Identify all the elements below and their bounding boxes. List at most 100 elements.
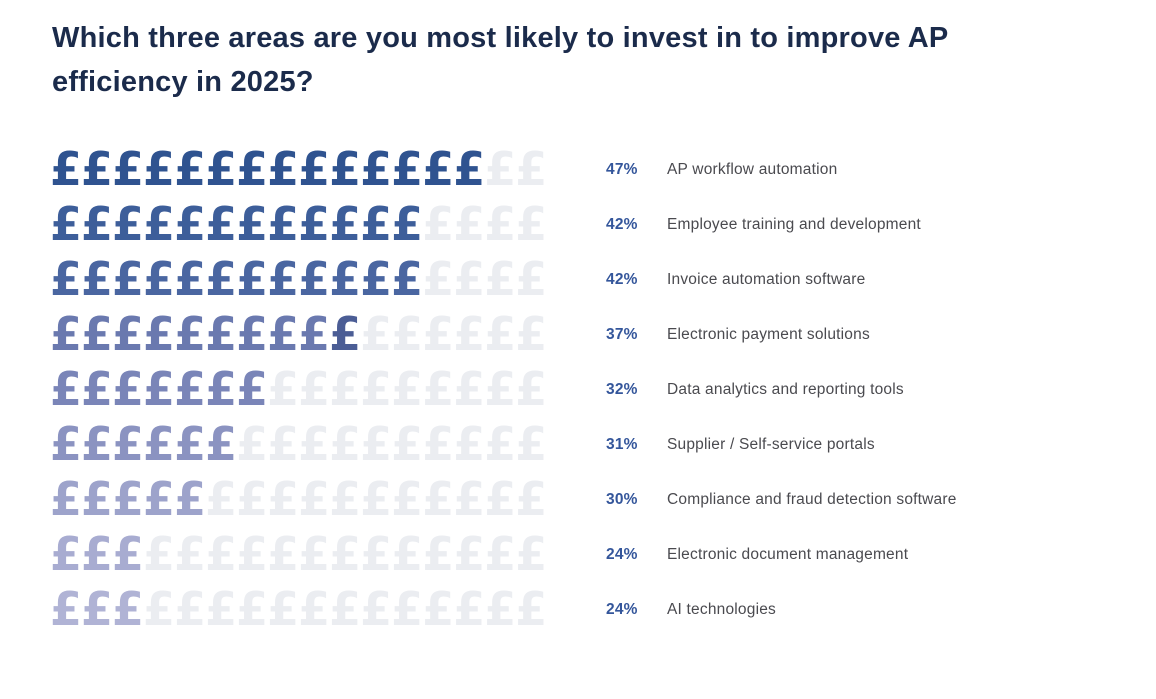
legend-label: AP workflow automation	[667, 160, 838, 178]
chart-legend: 47% AP workflow automation 42% Employee tra…	[606, 142, 1126, 637]
legend-label: Compliance and fraud detection software	[667, 490, 957, 508]
pound-sign-icon: £	[236, 142, 268, 196]
pound-sign-icon: £	[484, 197, 516, 251]
pound-sign-icon: £	[236, 417, 268, 471]
pound-sign-icon: £	[329, 362, 361, 416]
pound-sign-icon: £	[484, 472, 516, 526]
pound-sign-icon: £	[484, 527, 516, 581]
pictogram-row: ££££££££££££££££	[50, 362, 550, 417]
pound-sign-icon: £	[329, 252, 361, 306]
pound-sign-icon: £	[391, 307, 423, 361]
chart-title: Which three areas are you most likely to…	[52, 16, 1112, 104]
pound-sign-icon: £	[50, 527, 82, 581]
pound-sign-icon: £	[329, 582, 361, 636]
pound-sign-icon: £	[205, 252, 237, 306]
legend-percent: 42%	[606, 270, 638, 288]
pound-sign-icon: £	[236, 307, 268, 361]
pound-sign-icon: £	[50, 582, 82, 636]
pictogram-row: ££££££££££££££££	[50, 252, 550, 307]
pound-sign-icon: £	[515, 142, 547, 196]
pound-sign-icon: £	[174, 252, 206, 306]
pound-sign-icon: £	[112, 197, 144, 251]
pound-sign-icon: £	[50, 362, 82, 416]
pound-sign-icon: £	[391, 527, 423, 581]
pound-sign-icon: £	[484, 252, 516, 306]
pictogram-row: ££££££££££££££££	[50, 582, 550, 637]
pictogram-chart: ££££££££££££££££ ££££££££££££££££ ££££££££…	[50, 142, 550, 637]
pound-sign-icon: £	[112, 362, 144, 416]
pound-sign-icon: £	[174, 307, 206, 361]
pound-sign-icon: £	[329, 527, 361, 581]
pound-sign-icon: £	[422, 307, 454, 361]
pound-sign-icon: £	[174, 472, 206, 526]
pound-sign-icon: £	[298, 362, 330, 416]
pound-sign-icon: £	[267, 142, 299, 196]
pound-sign-icon: £	[143, 417, 175, 471]
pound-sign-icon: £	[112, 307, 144, 361]
pound-sign-icon: £	[422, 472, 454, 526]
chart-title-line-1: Which three areas are you most likely to…	[52, 22, 949, 54]
legend-label: Employee training and development	[667, 215, 921, 233]
pound-sign-icon: £	[329, 472, 361, 526]
pound-sign-icon: £	[81, 197, 113, 251]
pictogram-row: ££££££££££££££££	[50, 472, 550, 527]
pound-sign-icon: £	[174, 417, 206, 471]
pound-sign-icon: £	[422, 527, 454, 581]
pound-sign-icon: £	[112, 142, 144, 196]
pound-sign-icon: £	[174, 362, 206, 416]
pound-sign-icon: £	[267, 307, 299, 361]
legend-row: 30% Compliance and fraud detection softwa…	[606, 472, 1126, 527]
pound-sign-icon: £	[112, 252, 144, 306]
pound-sign-icon: £	[329, 197, 361, 251]
legend-row: 47% AP workflow automation	[606, 142, 1126, 197]
legend-label: Invoice automation software	[667, 270, 866, 288]
legend-row: 32% Data analytics and reporting tools	[606, 362, 1126, 417]
pound-sign-icon: £	[453, 362, 485, 416]
pound-sign-icon: £	[360, 252, 392, 306]
pound-sign-icon: £	[453, 307, 485, 361]
legend-label: Electronic payment solutions	[667, 325, 870, 343]
pound-sign-icon: £	[422, 197, 454, 251]
pound-sign-icon: £	[329, 307, 361, 361]
pound-sign-icon: £	[205, 142, 237, 196]
pound-sign-icon: £	[484, 142, 516, 196]
pound-sign-icon: £	[112, 417, 144, 471]
pound-sign-icon: £	[422, 582, 454, 636]
pound-sign-icon: £	[484, 582, 516, 636]
pound-sign-icon: £	[143, 362, 175, 416]
pound-sign-icon: £	[329, 142, 361, 196]
pound-sign-icon: £	[298, 197, 330, 251]
pound-sign-icon: £	[81, 472, 113, 526]
pound-sign-icon: £	[112, 582, 144, 636]
pound-sign-icon: £	[174, 142, 206, 196]
pound-sign-icon: £	[484, 417, 516, 471]
pound-sign-icon: £	[391, 417, 423, 471]
pound-sign-icon: £	[515, 417, 547, 471]
pound-sign-icon: £	[329, 417, 361, 471]
pound-sign-icon: £	[112, 527, 144, 581]
legend-row: 42% Employee training and development	[606, 197, 1126, 252]
pictogram-row: ££££££££££££££££	[50, 197, 550, 252]
pound-sign-icon: £	[453, 527, 485, 581]
legend-label: Supplier / Self-service portals	[667, 435, 875, 453]
pound-sign-icon: £	[453, 197, 485, 251]
pictogram-row: ££££££££££££££££	[50, 307, 550, 362]
pound-sign-icon: £	[360, 142, 392, 196]
pound-sign-icon: £	[81, 362, 113, 416]
pound-sign-icon: £	[298, 417, 330, 471]
pound-sign-icon: £	[50, 307, 82, 361]
chart-title-line-2: efficiency in 2025?	[52, 66, 314, 98]
pound-sign-icon: £	[515, 197, 547, 251]
legend-row: 24% Electronic document management	[606, 527, 1126, 582]
pound-sign-icon: £	[205, 417, 237, 471]
pound-sign-icon: £	[205, 362, 237, 416]
legend-row: 42% Invoice automation software	[606, 252, 1126, 307]
pound-sign-icon: £	[205, 472, 237, 526]
legend-row: 37% Electronic payment solutions	[606, 307, 1126, 362]
pound-sign-icon: £	[391, 362, 423, 416]
pound-sign-icon: £	[298, 527, 330, 581]
pound-sign-icon: £	[484, 307, 516, 361]
pound-sign-icon: £	[143, 307, 175, 361]
legend-label: Data analytics and reporting tools	[667, 380, 904, 398]
